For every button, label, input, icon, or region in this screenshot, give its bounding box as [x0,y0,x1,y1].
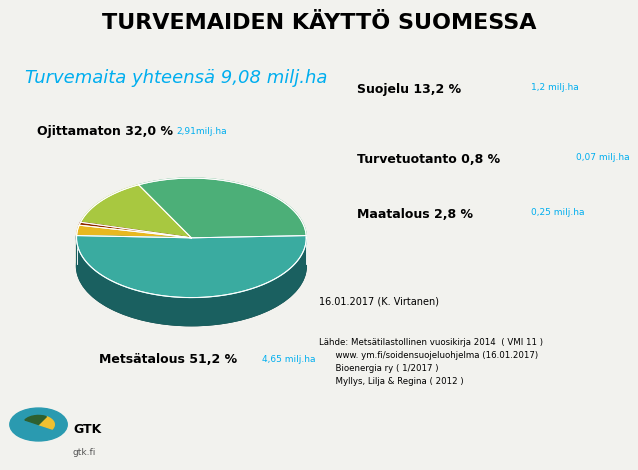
Polygon shape [80,185,191,238]
Circle shape [10,408,67,441]
Text: gtk.fi: gtk.fi [73,447,96,457]
Text: Ojittamaton 32,0 %: Ojittamaton 32,0 % [36,125,173,139]
Text: Lähde: Metsätilastollinen vuosikirja 2014  ( VMI 11 )
      www. ym.fi/soidensuo: Lähde: Metsätilastollinen vuosikirja 201… [319,338,543,386]
Text: GTK: GTK [73,423,101,436]
Polygon shape [77,225,191,238]
Text: Turvetuotanto 0,8 %: Turvetuotanto 0,8 % [357,153,500,166]
Text: 4,65 milj.ha: 4,65 milj.ha [262,354,315,364]
Text: Maatalous 2,8 %: Maatalous 2,8 % [357,208,473,220]
Wedge shape [38,417,54,429]
Text: 1,2 milj.ha: 1,2 milj.ha [531,83,579,93]
Text: 0,07 milj.ha: 0,07 milj.ha [576,153,630,162]
Polygon shape [79,222,191,238]
Wedge shape [25,415,47,424]
Ellipse shape [77,206,306,326]
Text: Suojelu 13,2 %: Suojelu 13,2 % [357,83,461,96]
Text: 16.01.2017 (K. Virtanen): 16.01.2017 (K. Virtanen) [319,296,439,306]
Polygon shape [77,235,306,298]
Text: 0,25 milj.ha: 0,25 milj.ha [531,208,585,217]
Polygon shape [138,178,306,238]
Text: Metsätalous 51,2 %: Metsätalous 51,2 % [100,352,237,366]
Polygon shape [77,235,306,326]
Text: TURVEMAIDEN KÄYTTÖ SUOMESSA: TURVEMAIDEN KÄYTTÖ SUOMESSA [101,13,537,32]
Text: Turvemaita yhteensä 9,08 milj.ha: Turvemaita yhteensä 9,08 milj.ha [25,69,327,86]
Text: 2,91milj.ha: 2,91milj.ha [176,127,226,136]
